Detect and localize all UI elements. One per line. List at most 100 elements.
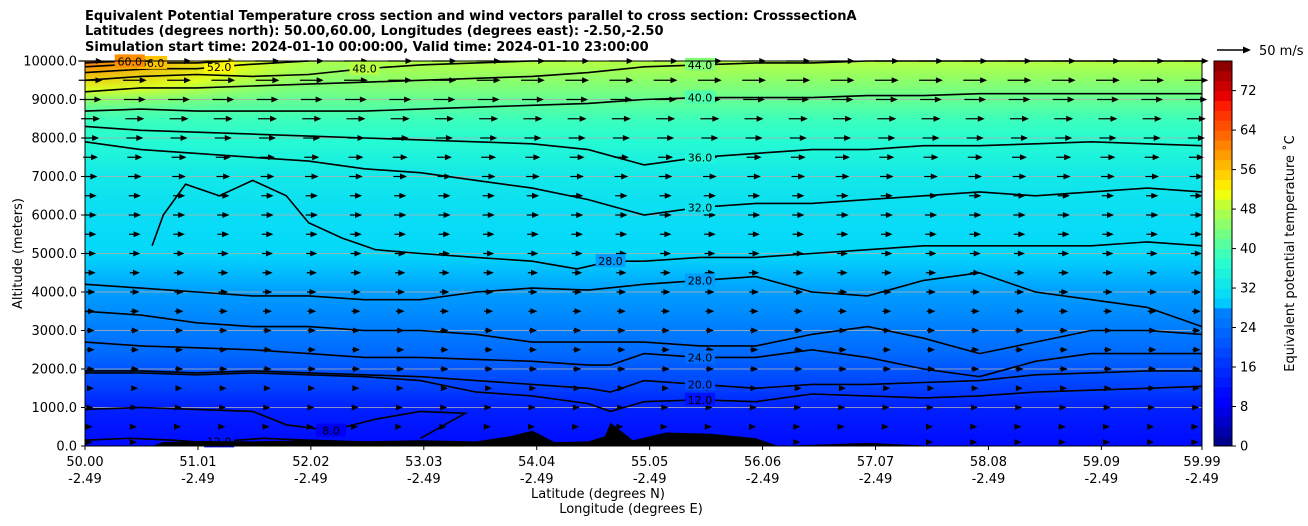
contour-label-bg — [684, 150, 715, 164]
wind-vector-head — [1108, 154, 1116, 161]
wind-vector-head — [264, 366, 272, 372]
wind-vector-head — [1157, 77, 1165, 84]
y-tick-label: 9000.0 — [32, 93, 78, 108]
wind-vector-head — [572, 423, 580, 430]
wind-vector-head — [88, 289, 96, 295]
wind-vector-head — [440, 404, 448, 411]
wind-vector-head — [529, 385, 537, 392]
wind-vector-head — [758, 77, 766, 84]
colorbar-segment — [1214, 396, 1232, 408]
wind-vector-head — [133, 250, 141, 257]
wind-vector-head — [621, 173, 629, 180]
wind-vector-head — [1156, 96, 1164, 103]
reference-vector-label: 50 m/s — [1259, 44, 1304, 59]
colorbar-segment — [1214, 268, 1232, 279]
x-tick-label-lon: -2.49 — [294, 472, 328, 487]
colorbar-tick-label: 24 — [1240, 321, 1257, 336]
wind-vector-head — [622, 135, 630, 141]
wind-vector-head — [1106, 231, 1114, 238]
wind-vector-head — [307, 404, 315, 411]
wind-vector-head — [228, 77, 236, 84]
wind-vector-head — [265, 269, 273, 276]
wind-vector-head — [1016, 308, 1024, 315]
wind-vector-head — [1067, 96, 1075, 103]
wind-vector-head — [1147, 423, 1155, 430]
colorbar-segment — [1214, 376, 1232, 388]
contour-label: 36.0 — [688, 151, 713, 164]
wind-vector-head — [709, 173, 717, 180]
wind-vector-head — [928, 308, 936, 315]
wind-vector-head — [133, 231, 141, 238]
wind-vector-head — [178, 192, 186, 199]
wind-vector-head — [179, 154, 187, 161]
wind-vector-head — [665, 173, 673, 180]
contour-label: 60.0 — [117, 55, 142, 68]
wind-vector-head — [312, 154, 320, 161]
wind-vector-head — [794, 385, 802, 392]
x-tick-label-lon: -2.49 — [520, 472, 554, 487]
wind-vector-head — [86, 385, 94, 392]
colorbar-segment — [1214, 347, 1232, 358]
contour-label: 52.0 — [207, 61, 232, 74]
colorbar-segment — [1214, 199, 1232, 210]
wind-vector-head — [89, 192, 97, 199]
wind-vector-head — [310, 231, 318, 238]
contour-label-bg — [684, 392, 715, 406]
wind-vector-head — [1197, 135, 1205, 141]
wind-vector-head — [931, 154, 939, 161]
wind-vector-head — [795, 366, 803, 372]
wind-vector-head — [846, 96, 854, 103]
wind-vector-head — [1107, 173, 1115, 180]
wind-vector-head — [491, 115, 499, 122]
wind-vector-head — [485, 346, 493, 353]
wind-vector-head — [576, 212, 584, 218]
wind-vector-head — [359, 96, 367, 103]
x-tick-label-lon: -2.49 — [972, 472, 1006, 487]
wind-vector-head — [1017, 289, 1025, 295]
y-tick-label: 3000.0 — [32, 324, 78, 339]
wind-vector-head — [1149, 346, 1157, 353]
wind-vector-head — [484, 404, 492, 411]
wind-vector-head — [668, 115, 676, 122]
wind-vector-head — [578, 135, 586, 141]
wind-vector-head — [929, 231, 937, 238]
wind-vector-head — [928, 289, 936, 295]
wind-vector-head — [838, 385, 846, 392]
colorbar-tick-label: 0 — [1240, 440, 1248, 455]
wind-vector-head — [175, 385, 183, 392]
wind-vector-head — [223, 173, 231, 180]
wind-vector-head — [400, 173, 408, 180]
colorbar-segment — [1214, 317, 1232, 329]
wind-vector-head — [972, 366, 980, 372]
wind-vector-head — [883, 346, 891, 353]
wind-vector-head — [926, 404, 934, 411]
wind-vector-head — [888, 135, 896, 141]
wind-vector-head — [708, 192, 716, 199]
wind-vector-head — [1024, 77, 1032, 84]
wind-vector-head — [85, 423, 93, 430]
colorbar-segment — [1214, 258, 1232, 269]
wind-vector-head — [572, 404, 580, 411]
wind-vector-head — [660, 423, 668, 430]
wind-vector-head — [752, 231, 760, 238]
colorbar-segment — [1214, 307, 1232, 319]
wind-vector-head — [1058, 439, 1066, 446]
contour-label-bg — [204, 59, 235, 73]
wind-vector-head — [929, 269, 937, 276]
wind-vector-head — [443, 212, 451, 218]
wind-vector-head — [618, 327, 626, 334]
wind-vector-head — [133, 212, 141, 218]
wind-vector-head — [620, 231, 628, 238]
wind-vector-head — [1014, 439, 1022, 446]
wind-vector-head — [94, 96, 102, 103]
wind-vector-head — [845, 115, 853, 122]
wind-vector-head — [398, 269, 406, 276]
wind-vector-head — [530, 289, 538, 295]
wind-vector-head — [1150, 250, 1158, 257]
contour-label: 56.0 — [140, 57, 165, 70]
wind-vector-head — [1194, 250, 1202, 257]
wind-vector-head — [443, 231, 451, 238]
wind-vector-head — [664, 231, 672, 238]
wind-vector-head — [885, 250, 893, 257]
wind-vector-head — [308, 385, 316, 392]
